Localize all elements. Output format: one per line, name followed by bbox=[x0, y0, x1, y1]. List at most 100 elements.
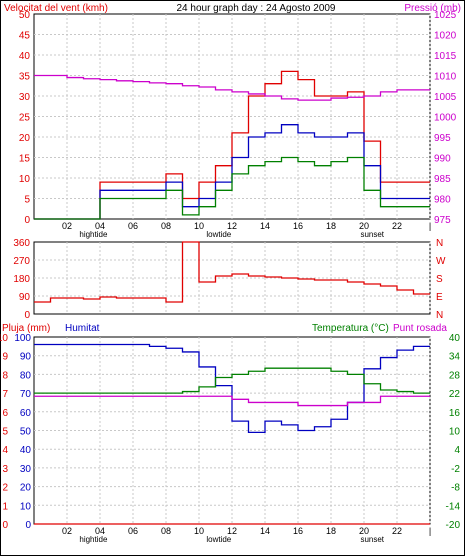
wind-speed-tick-label: 40 bbox=[19, 51, 31, 62]
temperature-tick-label: 28 bbox=[449, 370, 461, 381]
rain-tick-label: 3 bbox=[2, 464, 8, 475]
climate-panel-hour-tick-label: 06 bbox=[128, 526, 138, 536]
climate-panel-event-label: lowtide bbox=[206, 535, 231, 544]
wind-speed-axis-title: Velocitat del vent (kmh) bbox=[4, 3, 108, 14]
humidity-series-line bbox=[34, 343, 430, 434]
wind-low-series-line bbox=[34, 156, 430, 220]
direction-tick-label: 180 bbox=[13, 274, 30, 285]
humidity-axis-title: Humitat bbox=[65, 323, 100, 334]
wind-speed-tick-label: 0 bbox=[24, 215, 30, 226]
climate-panel-hour-tick-label: 14 bbox=[260, 526, 270, 536]
pressure-tick-label: 1015 bbox=[434, 51, 457, 62]
humidity-tick-label: 70 bbox=[20, 389, 32, 400]
pressure-tick-label: 1020 bbox=[434, 31, 457, 42]
wind-panel-event-label: lowtide bbox=[206, 230, 231, 239]
rain-tick-label: 7 bbox=[2, 389, 8, 400]
climate-panel-hour-tick-label: 04 bbox=[95, 526, 105, 536]
climate-panel-hour-tick-label: 18 bbox=[326, 526, 336, 536]
wind-direction-series-line bbox=[34, 241, 430, 303]
humidity-tick-label: 100 bbox=[14, 333, 31, 344]
pressure-axis-title: Pressió (mb) bbox=[404, 3, 461, 14]
wind-speed-tick-label: 50 bbox=[19, 10, 31, 21]
wind-panel-hour-tick-label: 20 bbox=[359, 221, 369, 231]
wind-gust-series-line bbox=[34, 70, 430, 220]
climate-panel-hour-tick-label: 02 bbox=[62, 526, 72, 536]
rain-tick-label: 8 bbox=[2, 370, 8, 381]
humidity-tick-label: 50 bbox=[20, 427, 32, 438]
rain-tick-label: 5 bbox=[2, 427, 8, 438]
dewpoint-axis-title: Punt rosada bbox=[393, 323, 447, 334]
humidity-tick-label: 10 bbox=[20, 501, 32, 512]
wind-panel-hour-tick-label: 02 bbox=[62, 221, 72, 231]
climate-panel-hour-tick-label: 12 bbox=[227, 526, 237, 536]
rain-tick-label: 4 bbox=[2, 445, 8, 456]
temperature-tick-label: 22 bbox=[449, 389, 461, 400]
wind-panel-hour-tick-label: 04 bbox=[95, 221, 105, 231]
compass-label: E bbox=[436, 292, 443, 303]
pressure-tick-label: 975 bbox=[434, 215, 451, 226]
compass-label: S bbox=[436, 274, 443, 285]
pressure-tick-label: 995 bbox=[434, 133, 451, 144]
compass-label: W bbox=[436, 256, 446, 267]
temperature-tick-label: 40 bbox=[449, 333, 461, 344]
direction-tick-label: 270 bbox=[13, 256, 30, 267]
pressure-tick-label: 1010 bbox=[434, 72, 457, 83]
temperature-tick-label: -2 bbox=[451, 464, 460, 475]
wind-speed-tick-label: 45 bbox=[19, 31, 31, 42]
climate-panel-hour-tick-label: 22 bbox=[392, 526, 402, 536]
wind-panel-hour-tick-label: | bbox=[429, 221, 431, 231]
dewpoint-series-line bbox=[34, 395, 430, 407]
climate-panel-hour-tick-label: 08 bbox=[161, 526, 171, 536]
wind-speed-tick-label: 5 bbox=[24, 195, 30, 206]
pressure-tick-label: 985 bbox=[434, 174, 451, 185]
pressure-tick-label: 990 bbox=[434, 154, 451, 165]
climate-panel-event-label: hightide bbox=[79, 535, 108, 544]
temperature-tick-label: -14 bbox=[446, 501, 461, 512]
direction-tick-label: 360 bbox=[13, 238, 30, 249]
compass-label: N bbox=[436, 238, 443, 249]
wind-speed-tick-label: 35 bbox=[19, 72, 31, 83]
humidity-tick-label: 90 bbox=[20, 352, 32, 363]
pressure-tick-label: 1005 bbox=[434, 92, 457, 103]
humidity-tick-label: 30 bbox=[20, 464, 32, 475]
wind-speed-tick-label: 15 bbox=[19, 154, 31, 165]
temperature-tick-label: 4 bbox=[454, 445, 460, 456]
climate-panel-hour-tick-label: | bbox=[429, 526, 431, 536]
humidity-tick-label: 80 bbox=[20, 370, 32, 381]
wind-panel-hour-tick-label: 22 bbox=[392, 221, 402, 231]
direction-tick-label: 90 bbox=[19, 292, 31, 303]
wind-panel-event-label: sunset bbox=[360, 230, 384, 239]
wind-average-series-line bbox=[34, 124, 430, 220]
rain-tick-label: 1 bbox=[2, 501, 8, 512]
wind-panel-event-label: hightide bbox=[79, 230, 108, 239]
humidity-tick-label: 20 bbox=[20, 483, 32, 494]
wind-panel-hour-tick-label: 06 bbox=[128, 221, 138, 231]
wind-panel-hour-tick-label: 16 bbox=[293, 221, 303, 231]
climate-panel-hour-tick-label: 10 bbox=[194, 526, 204, 536]
wind-panel-hour-tick-label: 14 bbox=[260, 221, 270, 231]
temperature-tick-label: 34 bbox=[449, 352, 461, 363]
rain-tick-label: 2 bbox=[2, 483, 8, 494]
temperature-tick-label: 16 bbox=[449, 408, 461, 419]
rain-tick-label: 6 bbox=[2, 408, 8, 419]
wind-panel-hour-tick-label: 08 bbox=[161, 221, 171, 231]
temperature-series-line bbox=[34, 367, 430, 394]
wind-speed-tick-label: 20 bbox=[19, 133, 31, 144]
temperature-axis-title: Temperatura (°C) bbox=[312, 323, 389, 334]
temperature-tick-label: 10 bbox=[449, 427, 461, 438]
pressure-tick-label: 980 bbox=[434, 195, 451, 206]
wind-panel-hour-tick-label: 12 bbox=[227, 221, 237, 231]
rain-tick-label: 0 bbox=[2, 520, 8, 531]
temperature-tick-label: -20 bbox=[446, 520, 461, 531]
pressure-series-line bbox=[34, 74, 430, 101]
pressure-tick-label: 1025 bbox=[434, 10, 457, 21]
wind-panel-hour-tick-label: 10 bbox=[194, 221, 204, 231]
pressure-tick-label: 1000 bbox=[434, 113, 457, 124]
humidity-tick-label: 40 bbox=[20, 445, 32, 456]
climate-panel-hour-tick-label: 20 bbox=[359, 526, 369, 536]
humidity-tick-label: 60 bbox=[20, 408, 32, 419]
wind-speed-tick-label: 10 bbox=[19, 174, 31, 185]
rain-axis-title: Pluja (mm) bbox=[2, 323, 50, 334]
